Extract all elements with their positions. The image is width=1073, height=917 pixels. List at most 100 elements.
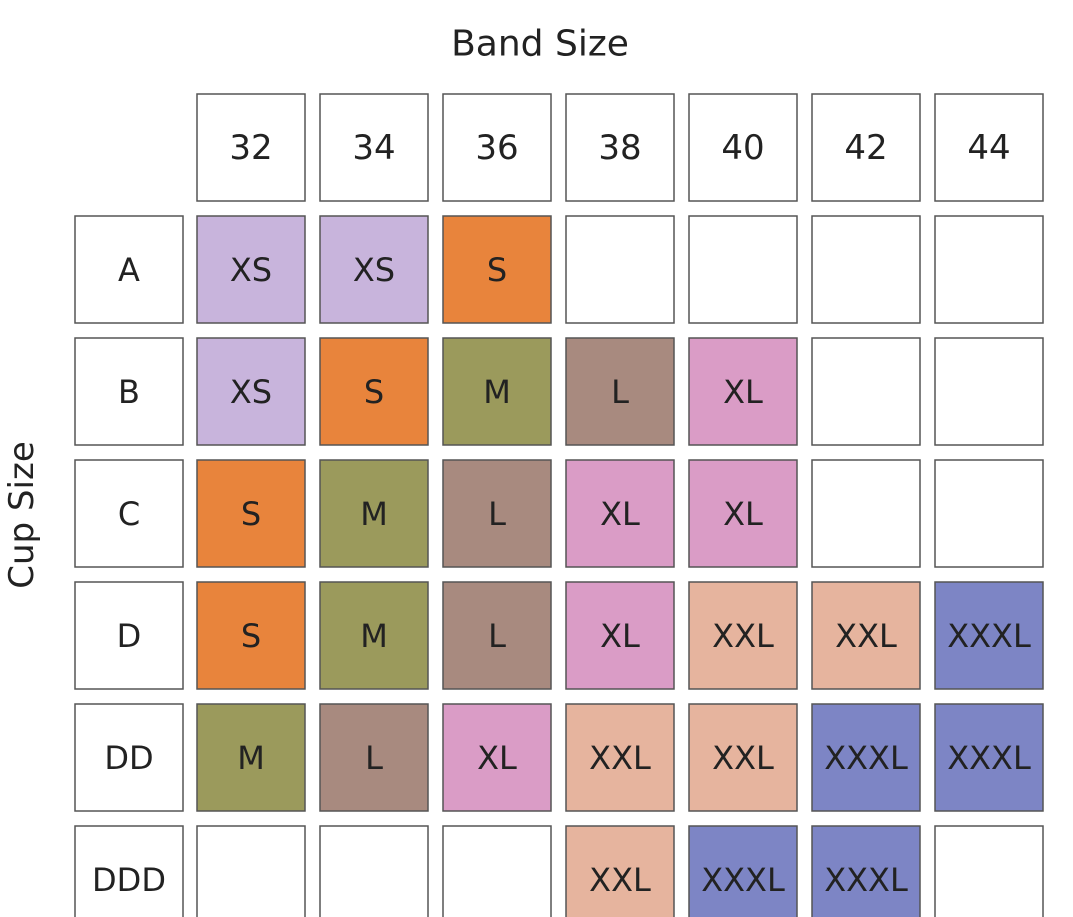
size-cell [319,459,429,568]
size-cell-label: L [611,373,629,411]
size-cell-label: S [241,495,261,533]
size-cell-label: L [488,617,506,655]
size-cell-label: XXXL [824,739,908,777]
size-cell-label: S [364,373,384,411]
size-cell [934,215,1044,324]
column-header [688,93,798,202]
size-cell [319,825,429,917]
size-cell-label: L [488,495,506,533]
size-cell-label: XXL [712,739,774,777]
size-cell [196,703,306,812]
column-header [319,93,429,202]
row-header-label: B [118,373,140,411]
size-cell-label: XXL [712,617,774,655]
column-header-label: 36 [475,128,518,168]
size-cell [688,215,798,324]
size-cell [934,337,1044,446]
size-cell [442,581,552,690]
column-header [565,93,675,202]
column-header-label: 32 [229,128,272,168]
size-cell [319,581,429,690]
column-header-label: 34 [352,128,395,168]
size-cell-label: XL [477,739,517,777]
size-cell [688,337,798,446]
size-cell-label: M [237,739,265,777]
size-cell-label: L [365,739,383,777]
size-cell-label: S [487,251,507,289]
size-cell [565,825,675,917]
size-cell [196,215,306,324]
row-header [74,703,184,812]
size-cell-label: XL [600,495,640,533]
size-cell [565,581,675,690]
size-cell [442,703,552,812]
row-header-label: D [117,617,142,655]
size-cell-label: XXL [589,861,651,899]
size-cell [934,703,1044,812]
size-cell [565,337,675,446]
size-cell-label: XXXL [947,739,1031,777]
column-header [934,93,1044,202]
size-cell [442,215,552,324]
row-header [74,581,184,690]
row-header-label: A [118,251,140,289]
size-cell [688,581,798,690]
size-cell-label: XL [723,373,763,411]
size-cell [934,825,1044,917]
column-header-label: 42 [844,128,887,168]
size-cell-label: XS [353,251,395,289]
size-cell [196,825,306,917]
column-header-label: 38 [598,128,641,168]
size-cell [811,337,921,446]
size-cell [196,459,306,568]
size-cell [442,459,552,568]
row-header-label: DD [104,739,153,777]
size-cell-label: XL [600,617,640,655]
row-axis-label: Cup Size [2,441,42,588]
size-cell [442,825,552,917]
column-header [196,93,306,202]
size-cell [811,825,921,917]
size-cell [811,215,921,324]
column-header-label: 44 [967,128,1010,168]
row-header [74,825,184,917]
size-cell-label: XS [230,251,272,289]
size-cell-label: M [483,373,511,411]
size-cell [196,337,306,446]
size-cell [319,337,429,446]
size-cell [688,459,798,568]
size-cell-label: M [360,617,388,655]
size-cell [196,581,306,690]
column-header [811,93,921,202]
size-cell [565,215,675,324]
size-cell-label: XS [230,373,272,411]
row-header [74,215,184,324]
size-cell-label: XXL [835,617,897,655]
size-cell [442,337,552,446]
size-cell-label: XXXL [947,617,1031,655]
size-cell [319,215,429,324]
size-cell [811,459,921,568]
row-header [74,459,184,568]
size-cell-label: M [360,495,388,533]
title: Band Size [451,24,629,65]
size-cell [811,581,921,690]
size-cell [688,825,798,917]
column-header-label: 40 [721,128,764,168]
size-cell [565,459,675,568]
size-cell-label: XXXL [824,861,908,899]
size-cell-label: XL [723,495,763,533]
size-cell [811,703,921,812]
size-cell [319,703,429,812]
size-cell [688,703,798,812]
row-header-label: DDD [92,861,166,899]
size-cell-label: S [241,617,261,655]
row-header-label: C [118,495,140,533]
size-cell-label: XXXL [701,861,785,899]
size-cell [565,703,675,812]
column-header [442,93,552,202]
size-cell [934,459,1044,568]
size-cell [934,581,1044,690]
